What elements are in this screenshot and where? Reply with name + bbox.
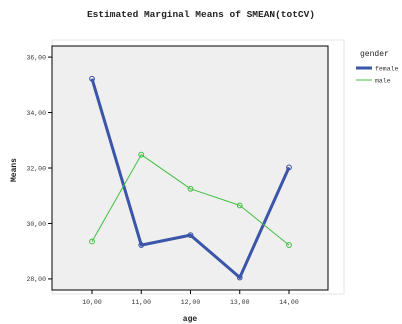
- chart-title: Estimated Marginal Means of SMEAN(totCV): [87, 9, 315, 20]
- y-tick-label: 34,00: [26, 110, 46, 117]
- legend-label-female: female: [375, 65, 399, 72]
- x-tick-label: 11,00: [131, 299, 151, 306]
- data-point-female: [89, 75, 95, 82]
- x-axis: 10,00 11,00 12,00 13,00 14,00: [82, 290, 299, 306]
- data-point-female: [187, 232, 194, 239]
- x-tick-label: 14,00: [279, 299, 299, 306]
- data-point-male: [89, 238, 95, 245]
- y-axis-label: Means: [10, 158, 19, 182]
- x-tick-label: 10,00: [82, 299, 102, 306]
- series-line-female: [90, 78, 291, 279]
- x-tick-label: 13,00: [230, 299, 250, 306]
- x-axis-label: age: [183, 315, 198, 324]
- series-line-male: [91, 154, 290, 246]
- plot-area: [51, 45, 329, 291]
- x-tick-label: 12,00: [181, 299, 201, 306]
- y-tick-label: 32,00: [26, 165, 46, 172]
- legend: gender female male: [356, 50, 399, 84]
- data-point-male: [236, 202, 243, 209]
- data-point-male: [187, 185, 194, 192]
- y-axis: 28,00 30,00 32,00 34,00 36,00: [26, 54, 52, 283]
- data-point-male: [138, 151, 145, 158]
- data-point-female: [286, 164, 292, 171]
- data-point-male: [286, 242, 292, 248]
- y-tick-label: 36,00: [26, 54, 46, 61]
- data-point-female: [138, 242, 145, 248]
- y-tick-label: 30,00: [26, 221, 46, 228]
- y-tick-label: 28,00: [26, 276, 46, 283]
- data-point-female: [236, 274, 243, 281]
- legend-label-male: male: [375, 77, 391, 84]
- series-layer: [89, 75, 292, 281]
- legend-title: gender: [360, 50, 389, 59]
